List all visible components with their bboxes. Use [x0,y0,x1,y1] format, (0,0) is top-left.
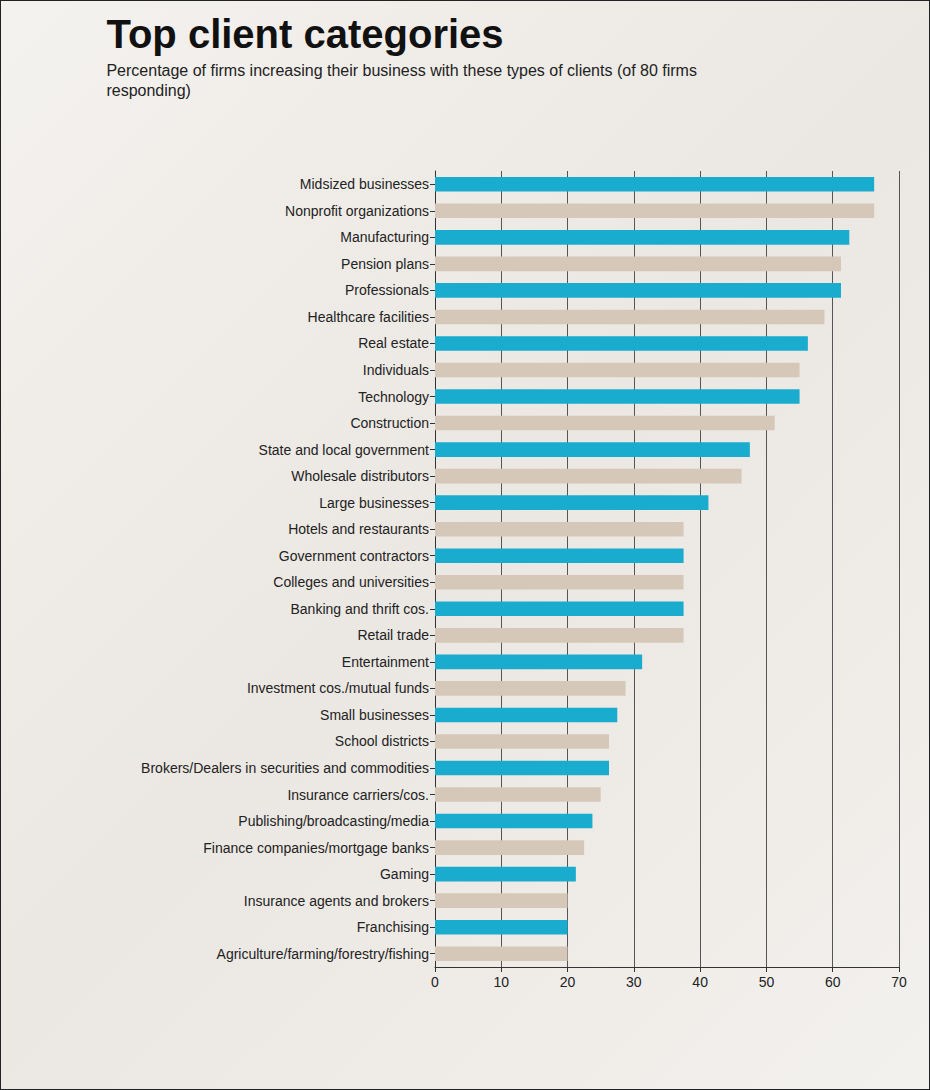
svg-text:10: 10 [493,974,509,990]
svg-text:Construction: Construction [350,415,429,431]
svg-text:State and local government: State and local government [259,442,430,458]
svg-text:20: 20 [560,974,576,990]
svg-text:Retail trade: Retail trade [357,627,429,643]
svg-text:Brokers/Dealers in securities: Brokers/Dealers in securities and commod… [141,760,429,776]
svg-text:70: 70 [891,974,907,990]
svg-text:0: 0 [431,974,439,990]
svg-text:Investment cos./mutual funds: Investment cos./mutual funds [247,680,429,696]
svg-text:Midsized businesses: Midsized businesses [300,176,429,192]
svg-text:Real estate: Real estate [358,335,429,351]
svg-text:responding): responding) [106,82,191,99]
svg-text:Wholesale distributors: Wholesale distributors [291,468,429,484]
svg-text:Gaming: Gaming [380,866,429,882]
svg-text:Banking and thrift cos.: Banking and thrift cos. [290,601,429,617]
svg-text:Entertainment: Entertainment [342,654,429,670]
svg-text:Pension plans: Pension plans [341,256,429,272]
svg-text:Franchising: Franchising [357,919,429,935]
svg-text:Percentage of firms increasing: Percentage of firms increasing their bus… [106,62,701,79]
svg-text:Hotels and restaurants: Hotels and restaurants [288,521,429,537]
svg-text:Healthcare facilities: Healthcare facilities [308,309,429,325]
svg-text:Large businesses: Large businesses [319,495,429,511]
svg-text:Colleges and universities: Colleges and universities [273,574,429,590]
svg-text:Small businesses: Small businesses [320,707,429,723]
svg-text:Nonprofit organizations: Nonprofit organizations [285,203,429,219]
svg-text:Insurance agents and brokers: Insurance agents and brokers [244,893,429,909]
svg-text:40: 40 [692,974,708,990]
svg-text:Top client categories: Top client categories [106,12,503,56]
svg-text:Finance companies/mortgage ban: Finance companies/mortgage banks [203,840,429,856]
svg-text:Individuals: Individuals [363,362,429,378]
svg-text:30: 30 [626,974,642,990]
svg-text:Technology: Technology [358,389,429,405]
svg-text:Government contractors: Government contractors [279,548,429,564]
svg-text:Insurance carriers/cos.: Insurance carriers/cos. [287,787,429,803]
svg-text:Professionals: Professionals [345,282,429,298]
svg-text:School districts: School districts [335,733,429,749]
svg-text:Manufacturing: Manufacturing [340,229,429,245]
svg-text:60: 60 [825,974,841,990]
svg-text:Publishing/broadcasting/media: Publishing/broadcasting/media [238,813,429,829]
svg-text:Agriculture/farming/forestry/f: Agriculture/farming/forestry/fishing [217,946,429,962]
svg-text:50: 50 [759,974,775,990]
